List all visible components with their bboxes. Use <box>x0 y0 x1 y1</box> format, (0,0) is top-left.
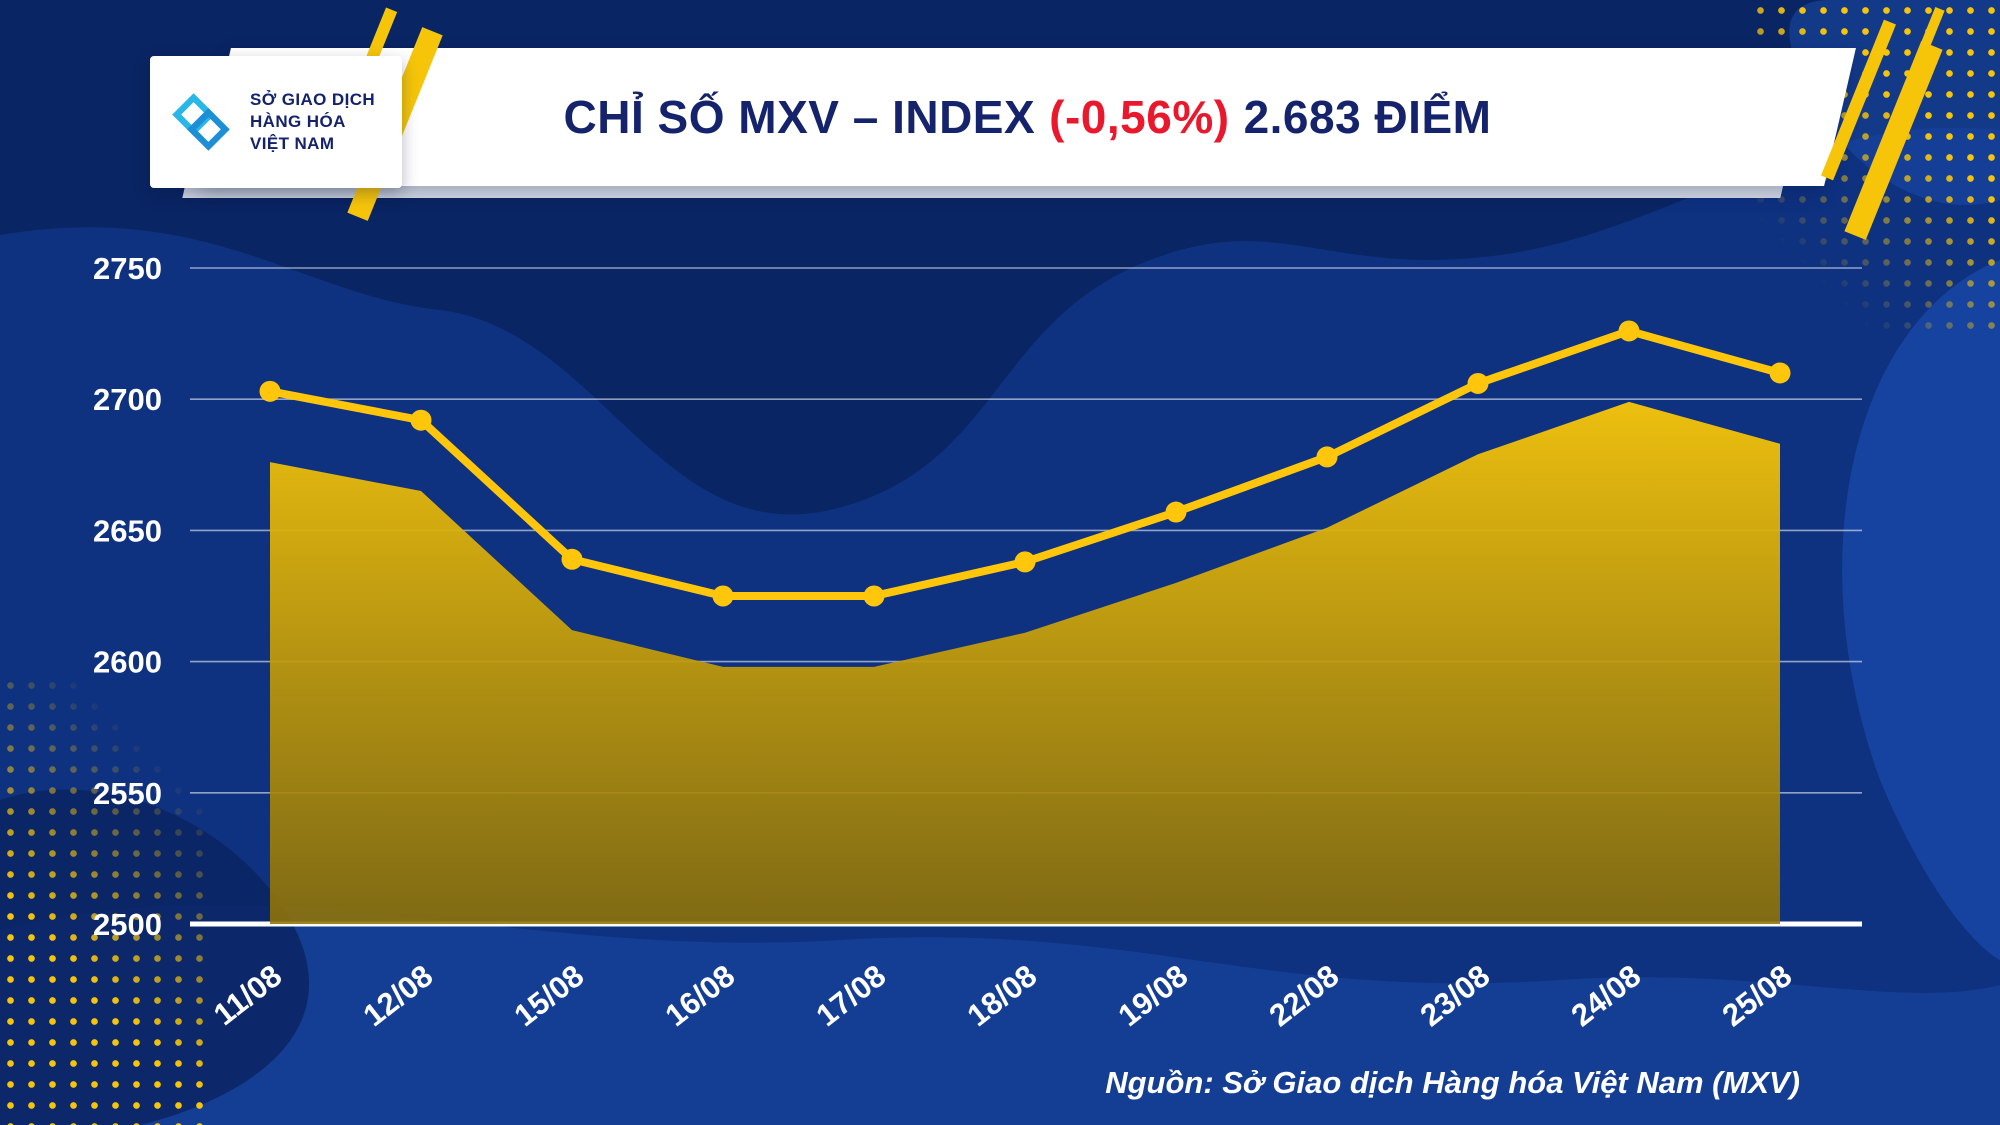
svg-text:15/08: 15/08 <box>508 958 591 1033</box>
logo-text-line3: VIỆT NAM <box>250 134 335 154</box>
svg-text:2550: 2550 <box>93 776 162 811</box>
svg-text:25/08: 25/08 <box>1716 958 1799 1033</box>
svg-text:17/08: 17/08 <box>810 958 893 1033</box>
svg-text:18/08: 18/08 <box>961 958 1044 1033</box>
logo-text-line2: HÀNG HÓA <box>250 111 346 131</box>
svg-text:23/08: 23/08 <box>1414 958 1497 1033</box>
svg-text:24/08: 24/08 <box>1565 958 1648 1033</box>
svg-text:2700: 2700 <box>93 382 162 417</box>
mxv-logo: SỞ GIAO DỊCH HÀNG HÓA VIỆT NAM <box>150 56 402 188</box>
mxv-logo-icon <box>172 93 230 151</box>
halftone-dots-bottom-left <box>0 675 215 1125</box>
svg-text:16/08: 16/08 <box>659 958 742 1033</box>
svg-text:2650: 2650 <box>93 513 162 548</box>
svg-text:11/08: 11/08 <box>207 958 288 1032</box>
svg-text:2500: 2500 <box>93 907 162 942</box>
svg-text:12/08: 12/08 <box>357 958 440 1033</box>
svg-text:19/08: 19/08 <box>1112 958 1195 1033</box>
svg-text:2750: 2750 <box>93 251 162 286</box>
svg-text:2600: 2600 <box>93 645 162 680</box>
source-caption: Nguồn: Sở Giao dịch Hàng hóa Việt Nam (M… <box>1105 1065 1800 1100</box>
logo-text-line1: SỞ GIAO DỊCH <box>250 89 376 109</box>
mxv-logo-text: SỞ GIAO DỊCH HÀNG HÓA VIỆT NAM <box>250 89 375 155</box>
svg-text:22/08: 22/08 <box>1263 958 1346 1033</box>
